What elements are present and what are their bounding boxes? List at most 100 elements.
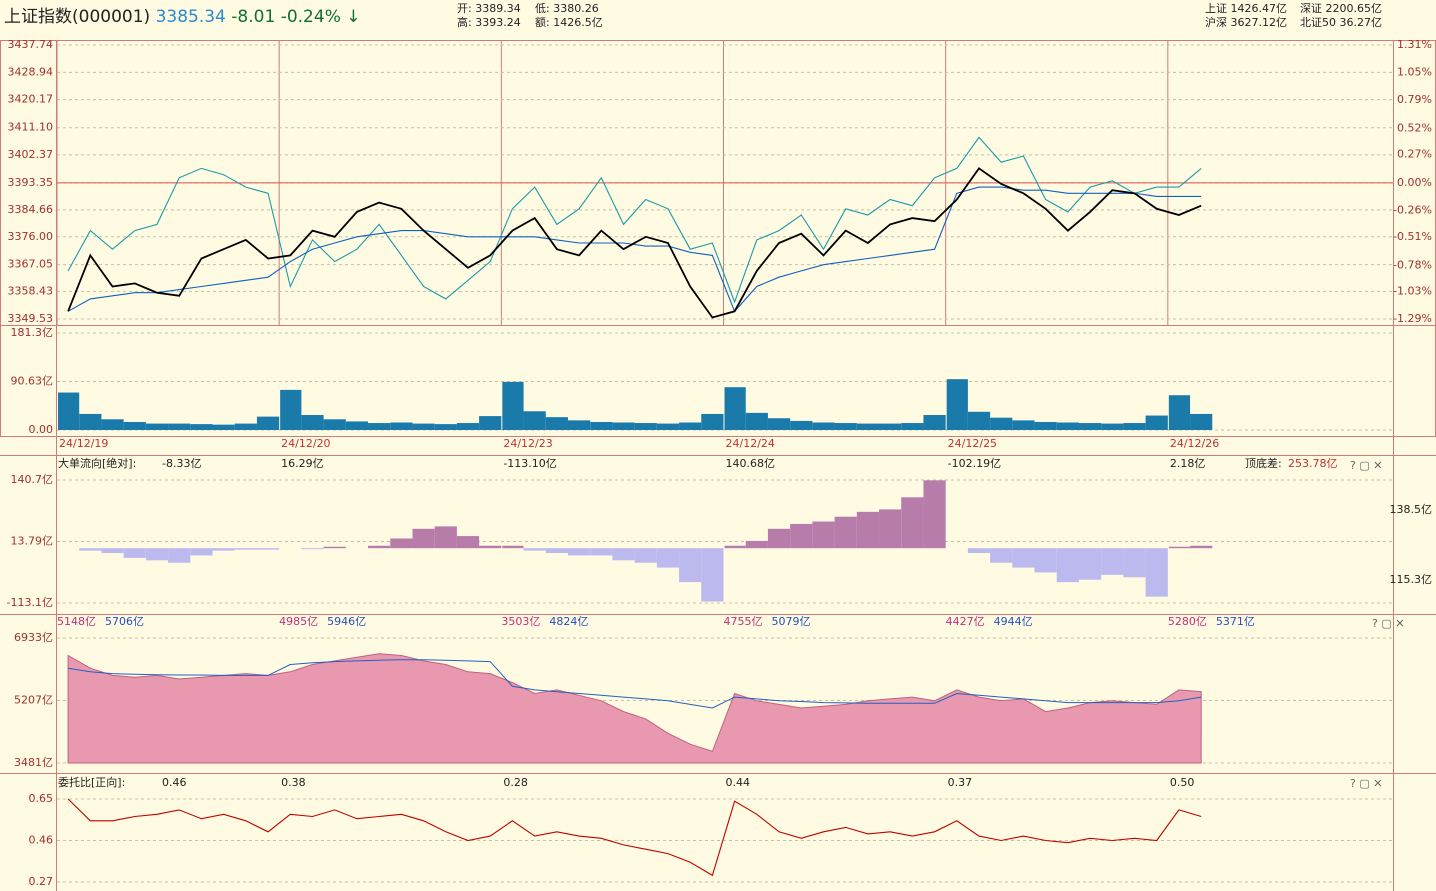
y2-tick-label: 0.00% — [1397, 176, 1432, 189]
series-line — [67, 798, 1202, 877]
day-label: 4427亿 — [946, 615, 985, 628]
diff-label: 顶底差: — [1245, 456, 1282, 470]
bar — [101, 419, 124, 430]
bar — [790, 523, 813, 549]
bar — [946, 379, 968, 430]
y-tick-label: -113.1亿 — [7, 596, 53, 609]
bar — [679, 548, 702, 583]
y-tick-label: 0.46 — [29, 834, 54, 847]
y2-tick-label: -0.26% — [1393, 203, 1432, 216]
bar — [1123, 423, 1146, 430]
bar — [1190, 545, 1213, 549]
bar — [523, 548, 546, 551]
day-label: 5148亿 — [57, 615, 96, 628]
bar — [390, 422, 413, 430]
day-label: 0.38 — [281, 776, 306, 789]
bar — [1034, 421, 1057, 430]
bar — [502, 545, 524, 549]
bar — [923, 415, 946, 430]
bar — [168, 548, 191, 563]
sz: 深证 2200.65亿 — [1300, 2, 1382, 15]
y-tick-label: 3349.53 — [8, 312, 54, 325]
bar — [256, 548, 280, 550]
bar — [612, 422, 635, 430]
bar — [1145, 548, 1168, 597]
bar — [1012, 420, 1035, 430]
bar — [323, 546, 346, 549]
bar — [567, 420, 591, 430]
y2-tick-label: -1.03% — [1393, 285, 1432, 298]
y-tick-label: 3437.74 — [8, 38, 54, 51]
bar — [967, 411, 991, 430]
bar — [256, 416, 280, 430]
bar — [1145, 415, 1168, 430]
day-label: 4944亿 — [994, 615, 1033, 628]
bar — [901, 497, 924, 549]
y-tick-label: 181.3亿 — [11, 326, 54, 339]
bar — [412, 423, 435, 430]
bar — [234, 548, 257, 550]
svg-text:? ▢ ✕: ? ▢ ✕ — [1350, 777, 1382, 790]
bar — [1056, 548, 1079, 583]
y2-tick-label: 1.05% — [1397, 65, 1432, 78]
y2-tick-label: 0.79% — [1397, 93, 1432, 106]
bar — [767, 418, 791, 430]
date-label: 24/12/19 — [59, 437, 108, 450]
bar — [345, 421, 369, 430]
bar — [856, 511, 880, 549]
bar — [479, 545, 502, 549]
bar — [412, 528, 435, 549]
bar — [745, 412, 768, 430]
right-label: 138.5亿 — [1390, 503, 1433, 516]
y-tick-label: 90.63亿 — [11, 375, 54, 388]
day-label: 140.68亿 — [726, 457, 776, 470]
bar — [101, 548, 124, 554]
day-label: 0.28 — [503, 776, 528, 789]
y-tick-label: 3481亿 — [14, 756, 53, 769]
y-tick-label: 3411.10 — [8, 121, 54, 134]
date-label: 24/12/23 — [503, 437, 552, 450]
bar — [1101, 423, 1124, 430]
bar — [590, 421, 613, 430]
bar — [612, 548, 635, 561]
amount: 额: 1426.5亿 — [535, 16, 603, 29]
change: -8.01 — [231, 7, 276, 27]
bar — [123, 548, 146, 558]
open: 开: 3389.34 — [457, 2, 521, 15]
bar — [1101, 548, 1124, 575]
bar — [656, 423, 680, 430]
bar — [323, 419, 346, 430]
bar — [58, 392, 80, 430]
y-tick-label: 3376.00 — [8, 230, 54, 243]
day-label: -8.33亿 — [162, 457, 201, 470]
bar — [301, 548, 324, 550]
day-label: 5946亿 — [327, 615, 366, 628]
pct: -0.24% — [280, 7, 341, 27]
bar — [1123, 548, 1146, 578]
high: 高: 3393.24 — [457, 16, 521, 29]
diff-value: 253.78亿 — [1288, 457, 1338, 470]
bar — [656, 548, 680, 568]
bar — [1078, 548, 1102, 580]
y-tick-label: 5207亿 — [14, 694, 53, 707]
bar — [634, 423, 657, 430]
date-label: 24/12/25 — [948, 437, 997, 450]
day-label: 4755亿 — [724, 615, 763, 628]
bar — [434, 424, 457, 430]
bar — [834, 423, 857, 430]
bar — [724, 387, 746, 430]
day-label: 5079亿 — [772, 615, 811, 628]
bar — [1190, 413, 1213, 430]
bar — [1012, 548, 1035, 568]
y-tick-label: 3358.43 — [8, 284, 54, 297]
series-line — [67, 167, 1202, 319]
day-label: 4824亿 — [549, 615, 588, 628]
bar — [456, 536, 480, 549]
bar — [634, 548, 657, 563]
y-tick-label: 3367.05 — [8, 258, 54, 271]
bar — [190, 424, 213, 430]
bar — [990, 417, 1013, 430]
bz: 北证50 36.27亿 — [1300, 16, 1382, 29]
